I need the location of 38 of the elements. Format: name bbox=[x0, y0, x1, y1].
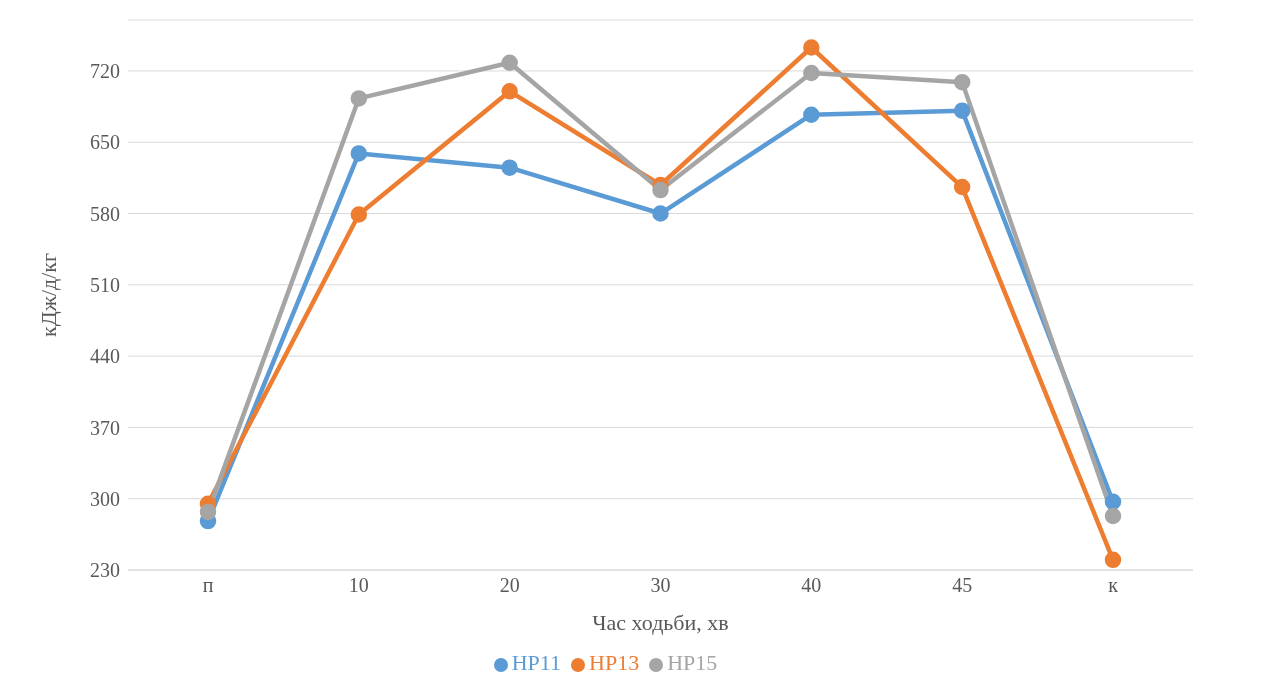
point bbox=[350, 206, 368, 223]
point bbox=[803, 39, 820, 56]
y-tick-label: 510 bbox=[90, 273, 120, 296]
y-tick-label: 440 bbox=[90, 345, 120, 368]
legend-label: НР13 bbox=[589, 650, 640, 675]
point bbox=[803, 64, 820, 82]
x-tick-label: 10 bbox=[348, 574, 369, 597]
point bbox=[953, 178, 971, 196]
point bbox=[953, 102, 971, 119]
y-tick-label: 580 bbox=[90, 202, 120, 225]
point bbox=[1104, 551, 1122, 569]
point bbox=[652, 205, 669, 222]
point bbox=[501, 159, 518, 176]
x-tick-label: 40 bbox=[801, 574, 822, 597]
x-tick-label: к bbox=[1108, 574, 1119, 597]
point bbox=[953, 73, 971, 91]
x-tick-label: 20 bbox=[499, 574, 520, 597]
y-tick-label: 300 bbox=[90, 487, 120, 510]
point bbox=[501, 54, 518, 72]
y-tick-label: 370 bbox=[90, 416, 120, 439]
x-tick-label: 45 bbox=[952, 574, 973, 597]
y-tick-label: 720 bbox=[90, 60, 120, 83]
y-axis-title: кДж/д/кг bbox=[35, 252, 61, 338]
point bbox=[803, 106, 820, 123]
legend-label: НР11 bbox=[511, 650, 562, 675]
point bbox=[199, 503, 217, 521]
point bbox=[350, 145, 368, 162]
y-tick-label: 650 bbox=[90, 131, 120, 154]
point bbox=[501, 83, 518, 100]
point bbox=[1104, 493, 1122, 511]
point bbox=[652, 181, 669, 199]
x-tick-label: 30 bbox=[650, 574, 671, 597]
point bbox=[1104, 507, 1122, 525]
x-axis-title: Час ходьби, хв bbox=[592, 610, 729, 635]
y-tick-label: 230 bbox=[90, 559, 120, 582]
legend-label: НР15 bbox=[667, 650, 718, 675]
point bbox=[350, 90, 368, 107]
x-tick-label: п bbox=[202, 574, 214, 597]
